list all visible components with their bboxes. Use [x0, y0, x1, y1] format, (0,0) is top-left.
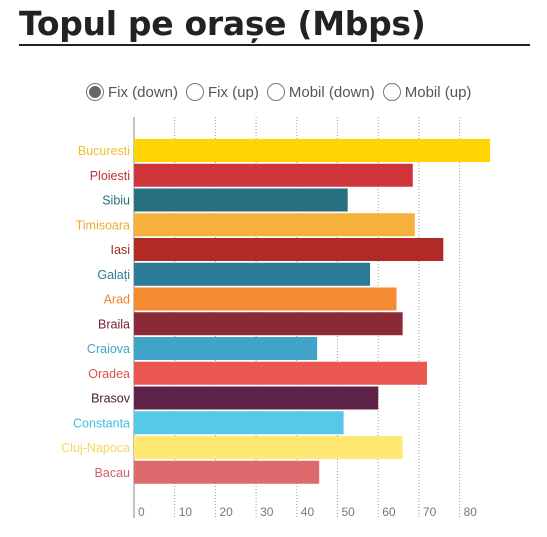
radio-fix-up-icon[interactable] — [186, 83, 205, 101]
radio-fix-down[interactable]: Fix (down) — [86, 83, 178, 101]
radio-mobil-down-label: Mobil (down) — [288, 83, 375, 101]
bar — [134, 262, 371, 286]
radio-fix-up-label: Fix (up) — [208, 83, 259, 101]
category-label: Ploiesti — [90, 169, 130, 183]
bar — [134, 188, 348, 212]
category-label: Arad — [104, 293, 130, 307]
bar — [134, 238, 444, 261]
category-label: Braila — [98, 317, 130, 331]
x-tick-label: 20 — [219, 505, 233, 519]
radio-mobil-down[interactable]: Mobil (down) — [266, 83, 375, 101]
category-label: Timisoara — [76, 218, 130, 232]
radio-mobil-up[interactable]: Mobil (up) — [382, 83, 472, 101]
radio-mobil-down-icon[interactable] — [266, 83, 285, 101]
x-tick-label: 50 — [342, 505, 356, 519]
page-title: Topul pe orașe (Mbps) — [19, 4, 426, 43]
filter-radio-group: Fix (down) Fix (up) Mobil (down) Mobil (… — [86, 80, 471, 104]
bar — [134, 213, 415, 237]
category-label: Galați — [97, 268, 130, 282]
bar — [134, 411, 344, 435]
bar — [134, 139, 491, 162]
category-label: Sibiu — [102, 194, 130, 208]
category-label: Cluj-Napoca — [61, 441, 130, 455]
x-tick-label: 80 — [464, 505, 478, 519]
category-label: Constanta — [73, 416, 130, 430]
radio-fix-up[interactable]: Fix (up) — [186, 83, 259, 101]
category-label: Iasi — [111, 243, 130, 257]
category-label: Bucuresti — [78, 144, 130, 158]
bar — [134, 337, 318, 360]
x-tick-label: 60 — [382, 505, 396, 519]
radio-mobil-up-label: Mobil (up) — [404, 83, 472, 101]
category-label: Brasov — [91, 392, 131, 406]
bar — [134, 436, 403, 459]
title-divider — [19, 44, 530, 46]
x-tick-label: 10 — [179, 505, 193, 519]
x-tick-label: 40 — [301, 505, 315, 519]
bar — [134, 163, 413, 187]
x-tick-label: 70 — [423, 505, 437, 519]
category-label: Bacau — [95, 466, 130, 480]
bar — [134, 312, 403, 336]
x-tick-label: 0 — [138, 505, 145, 519]
category-label: Oradea — [88, 367, 130, 381]
radio-mobil-up-icon[interactable] — [382, 83, 401, 101]
bar — [134, 287, 397, 311]
category-label: Craiova — [87, 342, 130, 356]
bar — [134, 361, 428, 385]
radio-fix-down-icon[interactable] — [86, 83, 104, 101]
x-tick-label: 30 — [260, 505, 274, 519]
bar — [134, 386, 379, 410]
radio-fix-down-label: Fix (down) — [108, 83, 179, 101]
bar — [134, 460, 320, 484]
